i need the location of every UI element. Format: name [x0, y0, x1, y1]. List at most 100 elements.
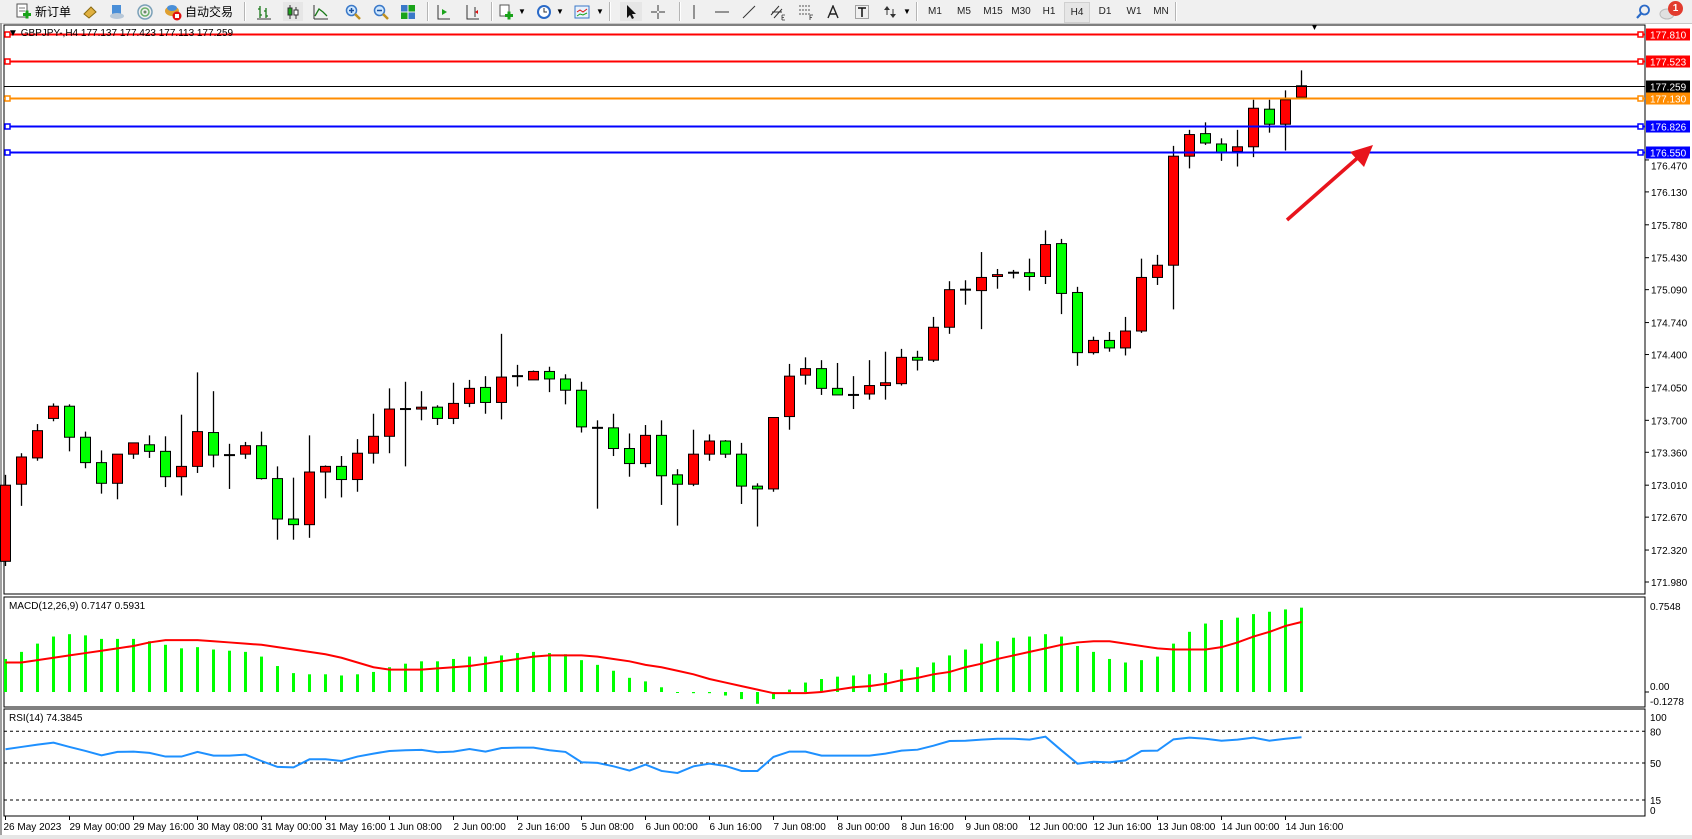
macd-histogram-bar	[996, 641, 999, 692]
macd-histogram-bar	[356, 674, 359, 692]
price-axis-label: 176.130	[1651, 188, 1688, 199]
candle-body	[1264, 108, 1275, 125]
cursor-icon[interactable]	[620, 2, 642, 21]
tile-windows-icon[interactable]	[398, 2, 418, 21]
macd-histogram-bar	[1076, 645, 1079, 692]
arrows-dropdown-icon[interactable]: ▼	[903, 7, 911, 16]
period-h4[interactable]: H4	[1064, 2, 1090, 23]
period-h1[interactable]: H1	[1042, 6, 1056, 17]
macd-histogram-bar	[52, 636, 55, 692]
level-price-badge	[1646, 146, 1690, 159]
level-handle-left[interactable]	[4, 95, 11, 102]
zoom-out-icon[interactable]	[371, 2, 391, 21]
macd-histogram-bar	[756, 692, 759, 704]
chart-shift-icon[interactable]	[462, 2, 482, 21]
symbol-ohlc-text: GBPJPY-,H4 177.137 177.423 177.113 177.2…	[20, 28, 234, 39]
arrows-icon[interactable]	[880, 2, 900, 21]
collapse-triangle-icon[interactable]: ▼	[8, 28, 21, 39]
macd-histogram-bar	[564, 654, 567, 692]
level-handle-left[interactable]	[4, 149, 11, 156]
rsi-panel[interactable]	[3, 708, 1646, 817]
macd-histogram-bar	[1044, 634, 1047, 692]
zoom-in-icon[interactable]	[343, 2, 363, 21]
level-handle-left[interactable]	[4, 31, 11, 38]
periods-dropdown-icon[interactable]: ▼	[556, 7, 564, 16]
level-handle-left[interactable]	[4, 123, 11, 130]
macd-histogram-bar	[1204, 623, 1207, 692]
line-chart-icon[interactable]	[312, 2, 330, 21]
period-m30[interactable]: M30	[1011, 6, 1031, 17]
navigator-icon[interactable]	[135, 2, 155, 21]
templates-icon[interactable]	[572, 2, 592, 21]
trendline-icon[interactable]	[741, 2, 757, 21]
macd-histogram-bar	[1156, 656, 1159, 692]
time-axis-label: 31 May 16:00	[326, 822, 387, 833]
candle-body	[1120, 330, 1131, 349]
horizontal-line-icon[interactable]	[713, 2, 731, 21]
equidistant-channel-icon[interactable]	[768, 2, 788, 21]
candle-body	[528, 370, 539, 381]
macd-histogram-bar	[196, 647, 199, 692]
macd-histogram-bar	[228, 650, 231, 692]
period-m15[interactable]: M15	[983, 6, 1003, 17]
crosshair-icon[interactable]	[648, 2, 668, 21]
macd-histogram-bar	[1188, 631, 1191, 692]
text-label-icon[interactable]	[853, 2, 871, 21]
candle-body	[544, 370, 555, 380]
macd-histogram-bar	[68, 634, 71, 692]
templates-dropdown-icon[interactable]: ▼	[596, 7, 604, 16]
level-handle-left[interactable]	[4, 58, 11, 65]
macd-panel[interactable]	[3, 596, 1646, 708]
text-tool-icon[interactable]	[825, 2, 841, 21]
symbol-header: ▼ GBPJPY-,H4 177.137 177.423 177.113 177…	[8, 28, 233, 39]
new-order-button[interactable]: 新订单	[34, 5, 71, 19]
indicators-icon[interactable]	[496, 2, 516, 21]
search-icon[interactable]	[1634, 2, 1652, 21]
price-axis-label: 173.360	[1651, 448, 1688, 459]
fibonacci-retracement-icon[interactable]	[796, 2, 816, 21]
annotation-arrow[interactable]	[1285, 152, 1364, 222]
new-order-icon[interactable]	[12, 2, 34, 21]
indicators-dropdown-icon[interactable]: ▼	[518, 7, 526, 16]
period-d1[interactable]: D1	[1098, 6, 1112, 17]
macd-histogram-bar	[132, 638, 135, 692]
vertical-line-icon[interactable]	[686, 2, 702, 21]
level-handle-right[interactable]	[1637, 58, 1644, 65]
chart-shift-marker-icon[interactable]	[1312, 25, 1317, 30]
macd-histogram-bar	[1124, 662, 1127, 692]
macd-histogram-bar	[916, 667, 919, 692]
candle-body	[800, 368, 811, 376]
candle-body	[496, 376, 507, 403]
candle-body	[976, 276, 987, 292]
macd-histogram-bar	[276, 666, 279, 692]
level-handle-right[interactable]	[1637, 123, 1644, 130]
candlestick-chart-icon[interactable]	[283, 2, 303, 21]
bar-chart-icon[interactable]	[255, 2, 273, 21]
level-handle-right[interactable]	[1637, 95, 1644, 102]
price-axis-label: 175.430	[1651, 254, 1688, 265]
market-watch-icon[interactable]	[80, 2, 100, 21]
macd-histogram-bar	[884, 673, 887, 692]
auto-scroll-icon[interactable]	[434, 2, 452, 21]
candle-body	[944, 289, 955, 328]
auto-trading-button[interactable]: 自动交易	[184, 5, 233, 19]
macd-histogram-bar	[404, 663, 407, 692]
time-axis-label: 9 Jun 08:00	[966, 822, 1019, 833]
macd-histogram-bar	[116, 638, 119, 692]
period-m1[interactable]: M1	[928, 6, 942, 17]
period-mn[interactable]: MN	[1153, 6, 1169, 17]
period-w1[interactable]: W1	[1126, 6, 1142, 17]
level-handle-right[interactable]	[1637, 149, 1644, 156]
level-handle-right[interactable]	[1637, 31, 1644, 38]
level-price-badge	[1646, 120, 1690, 133]
candle-body	[928, 326, 939, 361]
macd-histogram-bar	[452, 658, 455, 692]
data-window-icon[interactable]	[107, 2, 127, 21]
auto-trading-icon[interactable]	[162, 2, 184, 21]
period-m5[interactable]: M5	[957, 6, 971, 17]
periods-clock-icon[interactable]	[534, 2, 554, 21]
candle-body	[1248, 107, 1259, 148]
candle-body	[608, 427, 619, 450]
price-panel[interactable]	[3, 24, 1646, 595]
